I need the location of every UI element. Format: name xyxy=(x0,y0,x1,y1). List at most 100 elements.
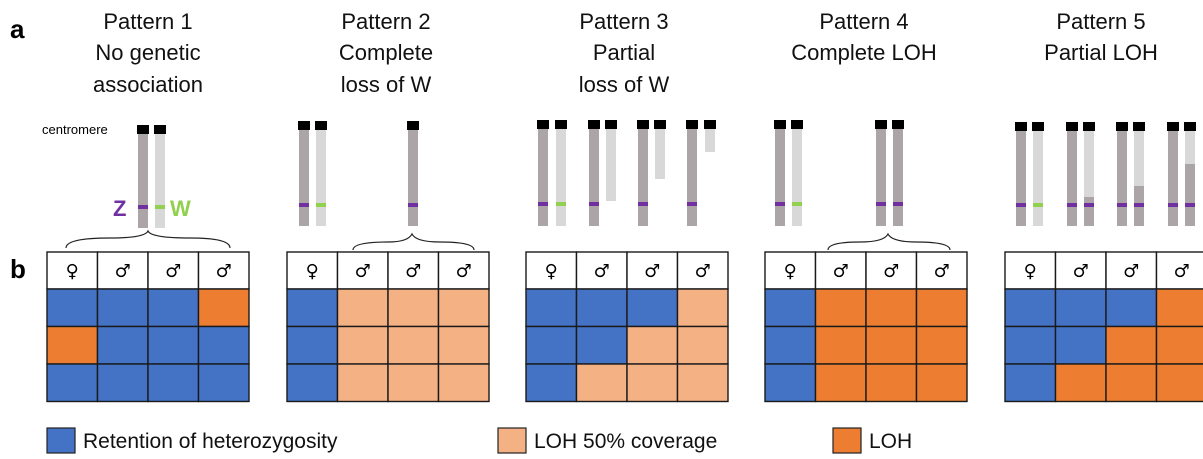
z-chromosome xyxy=(775,129,785,226)
z-locus-mark xyxy=(876,202,886,206)
z-locus-mark xyxy=(1134,203,1144,207)
centromere-mark xyxy=(1015,122,1027,131)
centromere-mark xyxy=(704,120,716,129)
legend-swatch-loh xyxy=(832,427,862,454)
genotype-cell-loh xyxy=(865,288,918,328)
genotype-cell-retention xyxy=(525,325,578,365)
pattern-3-title-line-3: loss of W xyxy=(579,72,670,97)
sex-symbol: ♀ xyxy=(66,261,79,282)
z-converted-segment xyxy=(1185,164,1195,226)
genotype-cell-loh xyxy=(46,325,99,365)
genotype-cell-retention xyxy=(286,325,339,365)
genotype-cell-retention xyxy=(197,325,250,365)
w-chromosome xyxy=(155,134,165,228)
genotype-cell-loh xyxy=(915,288,968,328)
genotype-cell-loh50 xyxy=(626,325,679,365)
pattern-5-chromosomes xyxy=(1015,122,1196,226)
sex-symbol: ♂ xyxy=(405,261,421,282)
w-locus-mark xyxy=(155,205,165,209)
centromere-mark xyxy=(1133,122,1145,131)
pattern-2-title-line-1: Pattern 2 xyxy=(341,9,430,34)
sex-symbol: ♂ xyxy=(165,261,181,282)
centromere-mark xyxy=(1167,122,1179,131)
genotype-cell-loh xyxy=(814,325,867,365)
w-chromosome xyxy=(1084,131,1094,226)
genotype-cell-loh50 xyxy=(387,325,440,365)
pattern-4-chromosomes xyxy=(774,120,904,226)
pattern-4-table: ♀ ♂ ♂ ♂ xyxy=(764,251,968,403)
sex-symbol: ♂ xyxy=(216,261,232,282)
genotype-cell-retention xyxy=(96,288,149,328)
w-chromosome-partial xyxy=(606,129,616,201)
pattern-3-title-line-1: Pattern 3 xyxy=(579,9,668,34)
pattern-1-title-line-2: No genetic xyxy=(95,40,200,65)
genotype-cell-retention xyxy=(1054,288,1107,328)
sex-symbol: ♂ xyxy=(355,261,371,282)
pattern-1-table: ♀ ♂ ♂ ♂ xyxy=(46,251,250,403)
genotype-cell-retention xyxy=(147,288,200,328)
z-chromosome xyxy=(638,129,648,226)
genotype-cell-loh50 xyxy=(437,288,490,328)
sex-symbol: ♂ xyxy=(1174,261,1190,282)
w-locus-mark xyxy=(556,202,566,206)
pattern-tables: ♀ ♂ ♂ ♂ ♀ ♂ ♂ ♂ ♀ ♂ ♂ ♂ ♀ ♂ ♂ ♂ ♀ ♂ ♂ ♂ xyxy=(46,251,1203,403)
header-cell xyxy=(676,251,729,290)
w-chromosome xyxy=(1134,131,1144,226)
z-chromosome xyxy=(1016,131,1026,226)
z-converted-segment xyxy=(1084,197,1094,226)
centromere-mark xyxy=(1032,122,1044,131)
z-locus-mark xyxy=(638,202,648,206)
z-locus-mark xyxy=(1067,203,1077,207)
centromere-mark xyxy=(588,120,600,129)
genotype-cell-loh xyxy=(915,363,968,403)
w-chromosome xyxy=(792,129,802,226)
pattern-3-table: ♀ ♂ ♂ ♂ xyxy=(525,251,729,403)
z-locus-mark xyxy=(589,202,599,206)
genotype-cell-retention xyxy=(575,325,628,365)
legend-label-retention: Retention of heterozygosity xyxy=(83,430,338,453)
genotype-cell-loh50 xyxy=(676,288,729,328)
genotype-cell-retention xyxy=(46,363,99,403)
centromere-mark xyxy=(137,125,149,134)
centromere-mark xyxy=(637,120,649,129)
centromere-mark xyxy=(154,125,166,134)
genotype-cell-loh50 xyxy=(336,363,389,403)
centromere-mark xyxy=(654,120,666,129)
sex-symbol: ♂ xyxy=(1073,261,1089,282)
centromere-mark xyxy=(407,121,419,130)
genotype-cell-retention xyxy=(575,288,628,328)
pattern-2-title-line-2: Complete xyxy=(339,40,433,65)
w-chromosome-partial xyxy=(655,129,665,179)
w-chromosome-partial xyxy=(705,129,715,152)
brace-pattern-1 xyxy=(65,229,231,249)
genotype-cell-retention xyxy=(764,288,817,328)
centromere-mark xyxy=(1184,122,1196,131)
z-chromosome xyxy=(893,129,903,226)
z-chromosome xyxy=(408,130,418,226)
genotype-cell-retention xyxy=(96,325,149,365)
sex-symbol: ♂ xyxy=(644,261,660,282)
genotype-cell-loh50 xyxy=(387,363,440,403)
z-locus-mark xyxy=(893,202,903,206)
centromere-mark xyxy=(537,120,549,129)
genotype-cell-loh xyxy=(865,325,918,365)
genotype-cell-loh50 xyxy=(676,363,729,403)
centromere-mark xyxy=(875,120,887,129)
z-locus-mark xyxy=(1168,203,1178,207)
z-chromosome xyxy=(1117,131,1127,226)
genotype-cell-retention xyxy=(1004,288,1057,328)
centromere-mark xyxy=(774,120,786,129)
pattern-3-chromosomes xyxy=(537,120,716,226)
genotype-cell-retention xyxy=(197,363,250,403)
sex-symbol: ♀ xyxy=(1024,261,1037,282)
z-chromosome xyxy=(687,129,697,226)
pattern-1-title-line-3: association xyxy=(93,72,203,97)
sex-symbol: ♂ xyxy=(456,261,472,282)
z-locus-mark xyxy=(1117,203,1127,207)
w-chromosome xyxy=(316,130,326,226)
pattern-4-title-line-2: Complete LOH xyxy=(791,40,937,65)
genotype-cell-retention xyxy=(1004,325,1057,365)
genotype-cell-loh50 xyxy=(437,363,490,403)
centromere-label: centromere xyxy=(42,122,108,137)
